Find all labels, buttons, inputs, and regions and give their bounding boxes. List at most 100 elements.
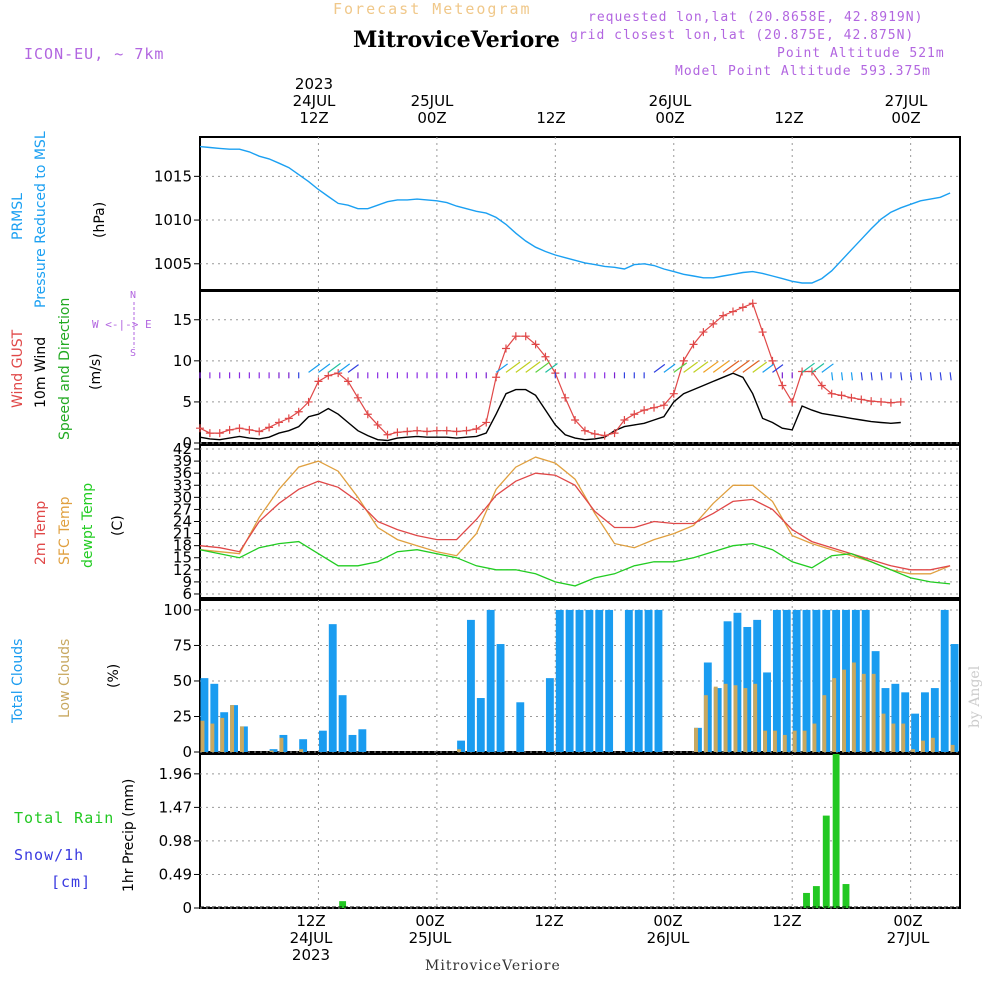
low-cloud-bar [802,730,807,752]
low-cloud-bar [891,723,896,752]
y-tick-label: 15 [173,549,192,567]
low-cloud-bar [269,750,274,752]
y-tick-label: 6 [182,585,192,603]
total-cloud-bar [772,609,781,752]
model-name: ICON-EU, ~ 7km [24,45,165,63]
total-cloud-bar [200,678,209,752]
top-time-label: 25JUL 00Z [410,92,454,127]
gust-point [807,367,816,376]
y-tick-label: 50 [173,672,192,690]
wind-arrow-icon [949,372,952,381]
gust-point [452,427,461,436]
bottom-time-label: 00Z 26JUL [646,912,690,947]
total-cloud-bar [763,672,771,752]
footer-station: MitroviceVeriore [425,958,561,974]
low-cloud-bar [950,744,955,752]
y-tick-label: 5 [182,393,192,411]
gust-point [768,356,777,365]
gust-point [462,426,471,435]
gust-point [235,424,244,433]
low-cloud-bar [694,727,698,752]
chart-title: Forecast Meteogram [333,0,532,18]
wind-arrow-icon [910,372,913,381]
wind-arrow-icon [318,363,331,373]
wind-arrow-icon [663,363,676,373]
gust-point [778,381,787,390]
y-tick-label: 0 [182,743,192,761]
gust-point [215,429,224,438]
gust-point [334,369,343,378]
total-cloud-bar [634,609,643,752]
total-cloud-bar [496,644,505,752]
bottom-time-label: 12Z [772,912,802,930]
gust-point [265,423,274,432]
total-cloud-bar [891,683,900,752]
y-tick-label: 1.47 [159,798,192,816]
y-tick-label: 33 [173,476,192,494]
gust-point [353,393,362,402]
wind-arrow-icon [525,361,541,373]
low-cloud-bar [861,673,866,752]
gust-point [817,381,826,390]
total-cloud-bar [654,609,663,752]
low-cloud-bar [723,683,728,752]
gust-point [531,340,540,349]
low-cloud-bar [220,717,225,752]
precip-bar [339,901,347,908]
dewpt-line [199,540,951,587]
total-cloud-bar [901,692,910,752]
gust-line [199,302,901,437]
wind-arrow-icon [860,372,863,381]
wind-arrow-icon [712,360,730,373]
low-cloud-bar [822,695,827,752]
total-cloud-bar [545,678,554,752]
y-tick-label: 1010 [154,211,192,229]
gust-point [758,328,767,337]
wind-arrow-icon [840,372,844,381]
wind-arrow-icon [732,359,750,373]
top-time-label: 2023 24JUL 12Z [292,75,336,127]
gust-point [482,418,491,427]
total-cloud-bar [210,683,219,752]
gust-point [630,410,639,419]
gust-point [196,424,204,433]
wind-arrow-icon [673,362,688,373]
low-cloud-bar [782,734,787,752]
wind-arrow-icon [703,360,719,373]
wind-arrow-icon [919,372,923,381]
y-tick-label: 30 [173,488,192,506]
bottom-time-label: 12Z [534,912,564,930]
closest-coords: grid closest lon,lat (20.875E, 42.875N) [570,28,915,43]
wind-arrow-icon [772,364,784,373]
wind-arrow-icon [801,362,815,373]
gust-point [669,389,678,398]
requested-coords: requested lon,lat (20.8658E, 42.8919N) [588,10,924,25]
t2m-line [199,472,951,571]
point-altitude: Point Altitude 521m [777,46,945,61]
wind-arrow-icon [831,372,834,381]
total-cloud-bar [328,624,337,752]
low-cloud-bar [743,688,748,752]
wind-arrow-icon [762,363,774,373]
gust-point [423,427,432,436]
gust-point [492,373,501,382]
bottom-time-label: 00Z 25JUL [408,912,452,947]
low-cloud-bar [901,723,906,752]
y-tick-label: 36 [173,464,192,482]
y-tick-label: 100 [163,601,192,619]
low-cloud-bar [921,740,925,752]
gust-point [225,425,234,434]
wind10-line [199,372,901,442]
gust-point [719,311,728,320]
wind-arrow-icon [505,361,521,373]
station-name: MitroviceVeriore [353,27,560,53]
wind-arrow-icon [327,362,341,373]
total-cloud-bar [575,609,584,752]
rain-legend: Total Rain [14,809,115,827]
total-cloud-bar [555,609,564,752]
total-cloud-bar [516,702,525,752]
low-cloud-bar [792,730,797,752]
low-cloud-bar [457,749,462,752]
y-tick-label: 0 [182,434,192,452]
total-cloud-bar [822,609,831,752]
